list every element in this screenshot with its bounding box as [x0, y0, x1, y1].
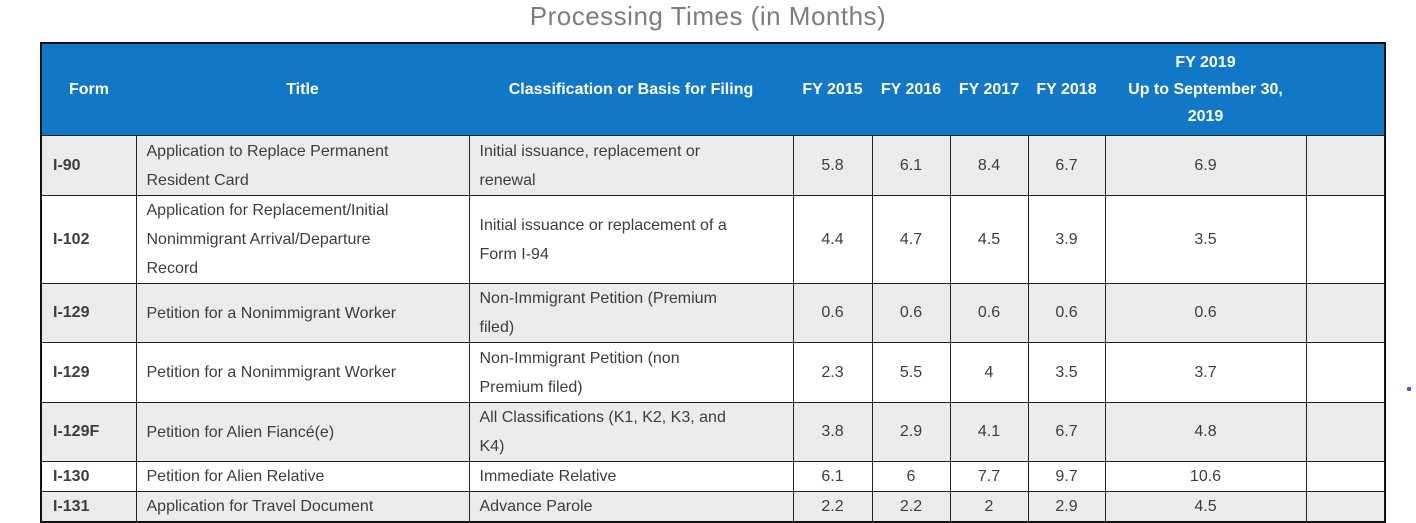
title-cell: Application to Replace Permanent Residen… [135, 135, 470, 196]
header-fy2019-line2: Up to September 30, [1128, 81, 1283, 98]
title-cell: Petition for a Nonimmigrant Worker [135, 342, 470, 403]
form-cell: I-131 [40, 491, 137, 523]
value-fy2016: 0.6 [871, 283, 951, 343]
value-fy2019: 4.5 [1104, 491, 1307, 523]
value-fy2016: 6.1 [871, 135, 951, 196]
classification-cell: All Classifications (K1, K2, K3, and K4) [468, 402, 794, 462]
page-title: Processing Times (in Months) [529, 1, 887, 31]
value-fy2015: 0.6 [792, 283, 873, 343]
value-fy2019: 6.9 [1104, 135, 1307, 196]
value-fy2015: 5.8 [792, 135, 873, 196]
classification-cell: Initial issuance, replacement or renewal [468, 135, 794, 196]
header-row: Form Title Classification or Basis for F… [41, 43, 1385, 136]
value-fy2015: 2.2 [792, 491, 873, 523]
table-row: I-90 Application to Replace Permanent Re… [40, 135, 1386, 196]
table-row: I-130 Petition for Alien Relative Immedi… [40, 461, 1386, 492]
empty-cell [1305, 461, 1386, 492]
header-form: Form [41, 43, 136, 136]
header-fy2018: FY 2018 [1028, 43, 1105, 136]
value-fy2017: 8.4 [949, 135, 1029, 196]
classification-cell: Non-Immigrant Petition (Premium filed) [468, 283, 794, 343]
header-fy2017: FY 2017 [950, 43, 1028, 136]
title-cell: Petition for a Nonimmigrant Worker [135, 283, 470, 343]
header-title: Title [136, 43, 469, 136]
value-fy2018: 6.7 [1027, 135, 1106, 196]
title-cell: Petition for Alien Relative [135, 461, 470, 492]
header-fy2019-line1: FY 2019 [1175, 54, 1236, 71]
classification-cell: Initial issuance or replacement of a For… [468, 195, 794, 284]
value-fy2015: 2.3 [792, 342, 873, 403]
title-cell: Petition for Alien Fiancé(e) [135, 402, 470, 462]
table-row: I-131 Application for Travel Document Ad… [40, 491, 1386, 523]
blue-dot-artifact [1407, 387, 1411, 391]
header-fy2015: FY 2015 [793, 43, 872, 136]
header-empty [1306, 43, 1385, 136]
value-fy2016: 2.2 [871, 491, 951, 523]
classification-cell: Non-Immigrant Petition (non Premium file… [468, 342, 794, 403]
value-fy2015: 6.1 [792, 461, 873, 492]
value-fy2015: 4.4 [792, 195, 873, 284]
title-cell: Application for Replacement/Initial Noni… [135, 195, 470, 284]
empty-cell [1305, 491, 1386, 523]
value-fy2018: 3.5 [1027, 342, 1106, 403]
value-fy2015: 3.8 [792, 402, 873, 462]
form-cell: I-130 [40, 461, 137, 492]
value-fy2019: 4.8 [1104, 402, 1307, 462]
table-row: I-129 Petition for a Nonimmigrant Worker… [40, 283, 1386, 343]
value-fy2016: 2.9 [871, 402, 951, 462]
value-fy2018: 0.6 [1027, 283, 1106, 343]
value-fy2018: 9.7 [1027, 461, 1106, 492]
value-fy2016: 6 [871, 461, 951, 492]
value-fy2019: 0.6 [1104, 283, 1307, 343]
value-fy2016: 5.5 [871, 342, 951, 403]
title-cell: Application for Travel Document [135, 491, 470, 523]
empty-cell [1305, 342, 1386, 403]
value-fy2017: 4.1 [949, 402, 1029, 462]
form-cell: I-102 [40, 195, 137, 284]
table-row: I-129F Petition for Alien Fiancé(e) All … [40, 402, 1386, 462]
table-row: I-102 Application for Replacement/Initia… [40, 195, 1386, 284]
value-fy2018: 3.9 [1027, 195, 1106, 284]
value-fy2017: 2 [949, 491, 1029, 523]
form-cell: I-90 [40, 135, 137, 196]
value-fy2016: 4.7 [871, 195, 951, 284]
value-fy2019: 10.6 [1104, 461, 1307, 492]
form-cell: I-129F [40, 402, 137, 462]
header-fy2019-line3: 2019 [1187, 108, 1224, 125]
header-classification: Classification or Basis for Filing [469, 43, 793, 136]
form-cell: I-129 [40, 342, 137, 403]
empty-cell [1305, 283, 1386, 343]
processing-times-table: Form Title Classification or Basis for F… [40, 42, 1386, 523]
classification-cell: Immediate Relative [468, 461, 794, 492]
data-table: Form Title Classification or Basis for F… [40, 42, 1386, 523]
value-fy2019: 3.5 [1104, 195, 1307, 284]
value-fy2017: 0.6 [949, 283, 1029, 343]
table-row: I-129 Petition for a Nonimmigrant Worker… [40, 342, 1386, 403]
form-cell: I-129 [40, 283, 137, 343]
empty-cell [1305, 402, 1386, 462]
value-fy2018: 6.7 [1027, 402, 1106, 462]
value-fy2017: 4.5 [949, 195, 1029, 284]
value-fy2017: 4 [949, 342, 1029, 403]
header-fy2016: FY 2016 [872, 43, 950, 136]
value-fy2019: 3.7 [1104, 342, 1307, 403]
header-fy2019: FY 2019 Up to September 30, 2019 [1105, 43, 1306, 136]
empty-cell [1305, 195, 1386, 284]
classification-cell: Advance Parole [468, 491, 794, 523]
value-fy2017: 7.7 [949, 461, 1029, 492]
value-fy2018: 2.9 [1027, 491, 1106, 523]
empty-cell [1305, 135, 1386, 196]
